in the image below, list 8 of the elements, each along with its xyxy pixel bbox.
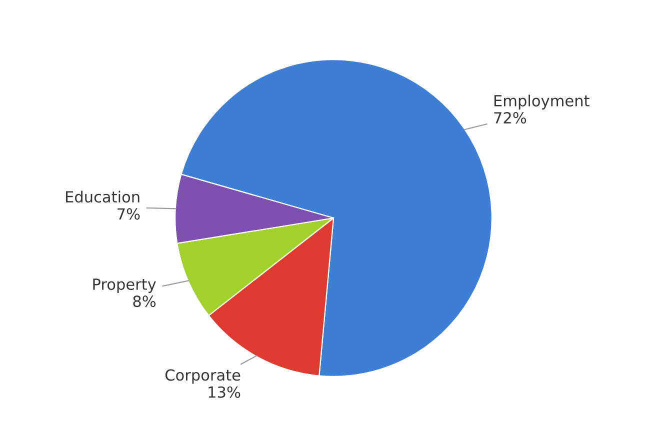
data-label: 72% <box>494 112 526 124</box>
slice-label: Corporate <box>165 369 240 384</box>
data-label: 13% <box>208 386 240 398</box>
data-label: 8% <box>133 296 156 308</box>
slice-label: Property <box>93 278 156 293</box>
data-label: 7% <box>118 208 140 220</box>
slice-label: Employment <box>494 94 590 110</box>
slice-label: Education <box>66 190 140 203</box>
